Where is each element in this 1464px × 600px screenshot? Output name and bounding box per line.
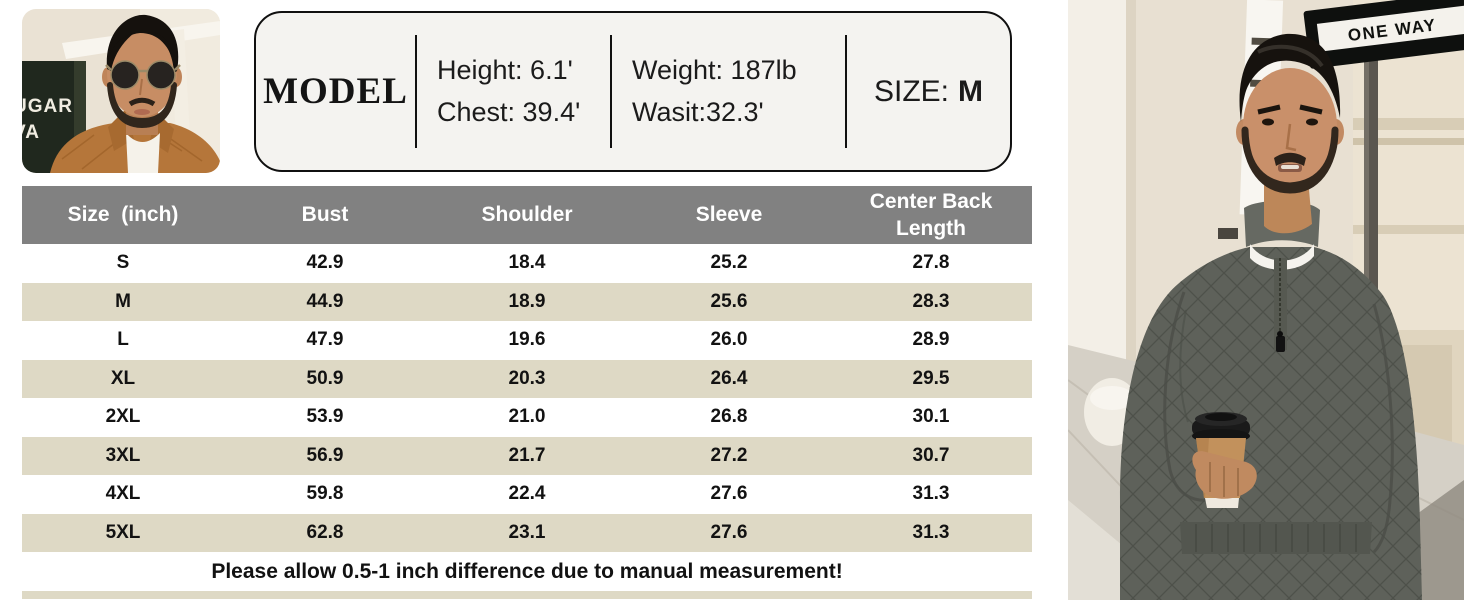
- model-main-illustration: ONE WAY: [1068, 0, 1464, 600]
- size-label: SIZE:: [873, 74, 949, 108]
- size-value: M: [958, 74, 983, 108]
- cell-shoulder: 22.4: [508, 483, 546, 505]
- cell-cbl: 28.9: [912, 329, 950, 351]
- cell-bust: 53.9: [306, 406, 344, 428]
- cell-bust: 47.9: [306, 329, 344, 351]
- cell-size: 2XL: [105, 406, 141, 428]
- table-row: 2XL 53.9 21.0 26.8 30.1: [22, 398, 1032, 437]
- cell-size: 3XL: [105, 444, 141, 466]
- cell-sleeve: 27.6: [710, 521, 748, 543]
- cell-bust: 56.9: [306, 444, 344, 466]
- cell-bust: 44.9: [306, 290, 344, 312]
- measurement-note: Please allow 0.5-1 inch difference due t…: [22, 552, 1032, 591]
- cell-cbl: 31.3: [912, 483, 950, 505]
- model-label: MODEL: [263, 71, 408, 112]
- hair: [106, 14, 179, 71]
- cell-sleeve: 27.2: [710, 444, 748, 466]
- model-waist: Wasit:32.3': [632, 97, 764, 127]
- table-row: 4XL 59.8 22.4 27.6 31.3: [22, 475, 1032, 514]
- cell-shoulder: 20.3: [508, 367, 546, 389]
- cell-cbl: 30.1: [912, 406, 950, 428]
- column-header-size: Size (inch): [67, 203, 179, 227]
- cell-cbl: 28.3: [912, 290, 950, 312]
- table-row: 5XL 62.8 23.1 27.6 31.3: [22, 513, 1032, 552]
- cell-shoulder: 19.6: [508, 329, 546, 351]
- table-bottom-strip: [22, 591, 1032, 599]
- cell-bust: 59.8: [306, 483, 344, 505]
- cell-sleeve: 25.2: [710, 252, 748, 274]
- cell-cbl: 27.8: [912, 252, 950, 274]
- table-row: L 47.9 19.6 26.0 28.9: [22, 321, 1032, 360]
- beard: [107, 82, 177, 128]
- cell-sleeve: 25.6: [710, 290, 748, 312]
- beard: [1241, 126, 1339, 194]
- model-thumbnail-illustration: UGAR VA: [22, 9, 220, 173]
- table-row: 3XL 56.9 21.7 27.2 30.7: [22, 436, 1032, 475]
- column-header-center-back-length: Center Back Length: [869, 189, 999, 240]
- table-header-row: Size (inch) Bust Shoulder Sleeve Center …: [22, 186, 1032, 244]
- model-info-box: MODEL Height: 6.1' Chest: 39.4' Weight: …: [254, 11, 1012, 172]
- table-row: M 44.9 18.9 25.6 28.3: [22, 282, 1032, 321]
- cell-cbl: 29.5: [912, 367, 950, 389]
- white-tee: [126, 133, 160, 173]
- model-height: Height: 6.1': [437, 55, 573, 85]
- sign-text-line1: UGAR: [22, 96, 73, 117]
- cell-size: 5XL: [105, 521, 141, 543]
- sunglasses-left-lens: [110, 60, 140, 90]
- hand: [1192, 451, 1257, 499]
- cell-sleeve: 26.0: [710, 329, 748, 351]
- divider: [845, 35, 847, 148]
- model-chest: Chest: 39.4': [437, 97, 581, 127]
- cell-size: 4XL: [105, 483, 141, 505]
- cell-sleeve: 26.4: [710, 367, 748, 389]
- table-row: S 42.9 18.4 25.2 27.8: [22, 244, 1032, 283]
- model-face: [107, 29, 177, 117]
- cell-size: L: [117, 329, 129, 351]
- column-header-shoulder: Shoulder: [481, 203, 573, 227]
- white-tee-collar: [1250, 244, 1314, 270]
- sign-text-line2: VA: [22, 122, 40, 143]
- size-chart-table: Size (inch) Bust Shoulder Sleeve Center …: [22, 186, 1032, 599]
- model-main-photo: ONE WAY: [1068, 0, 1464, 600]
- cell-cbl: 30.7: [912, 444, 950, 466]
- one-way-sign: ONE WAY: [1303, 0, 1464, 69]
- cell-bust: 62.8: [306, 521, 344, 543]
- cell-sleeve: 27.6: [710, 483, 748, 505]
- column-header-bust: Bust: [301, 203, 349, 227]
- model-thumbnail-photo: UGAR VA: [22, 9, 220, 173]
- cell-shoulder: 21.0: [508, 406, 546, 428]
- cell-cbl: 31.3: [912, 521, 950, 543]
- divider: [610, 35, 612, 148]
- table-row: XL 50.9 20.3 26.4 29.5: [22, 359, 1032, 398]
- cell-size: XL: [110, 367, 136, 389]
- cell-bust: 42.9: [306, 252, 344, 274]
- model-weight: Weight: 187lb: [632, 55, 797, 85]
- cell-size: M: [115, 290, 131, 312]
- cell-sleeve: 26.8: [710, 406, 748, 428]
- column-header-sleeve: Sleeve: [695, 203, 763, 227]
- cell-shoulder: 18.9: [508, 290, 546, 312]
- cell-shoulder: 21.7: [508, 444, 546, 466]
- cell-shoulder: 23.1: [508, 521, 546, 543]
- zipper-pull: [1276, 336, 1285, 352]
- divider: [415, 35, 417, 148]
- cell-size: S: [116, 252, 130, 274]
- cell-bust: 50.9: [306, 367, 344, 389]
- sunglasses-right-lens: [146, 60, 176, 90]
- cell-shoulder: 18.4: [508, 252, 546, 274]
